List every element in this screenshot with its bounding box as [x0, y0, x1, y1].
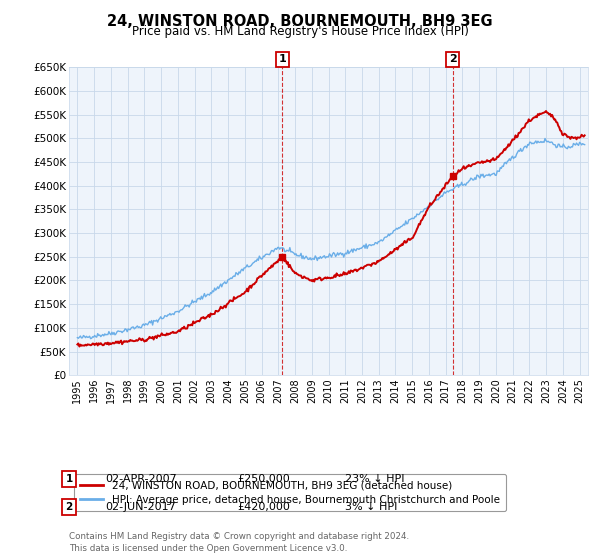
Text: 2: 2 [449, 54, 457, 64]
Text: 1: 1 [65, 474, 73, 484]
Text: 3% ↓ HPI: 3% ↓ HPI [345, 502, 397, 512]
Text: Contains HM Land Registry data © Crown copyright and database right 2024.
This d: Contains HM Land Registry data © Crown c… [69, 532, 409, 553]
Legend: 24, WINSTON ROAD, BOURNEMOUTH, BH9 3EG (detached house), HPI: Average price, det: 24, WINSTON ROAD, BOURNEMOUTH, BH9 3EG (… [74, 474, 506, 511]
Text: 24, WINSTON ROAD, BOURNEMOUTH, BH9 3EG: 24, WINSTON ROAD, BOURNEMOUTH, BH9 3EG [107, 14, 493, 29]
Text: 02-JUN-2017: 02-JUN-2017 [105, 502, 176, 512]
Text: 2: 2 [65, 502, 73, 512]
Text: Price paid vs. HM Land Registry's House Price Index (HPI): Price paid vs. HM Land Registry's House … [131, 25, 469, 38]
Text: 1: 1 [278, 54, 286, 64]
Text: 02-APR-2007: 02-APR-2007 [105, 474, 177, 484]
Text: £250,000: £250,000 [237, 474, 290, 484]
Text: 23% ↓ HPI: 23% ↓ HPI [345, 474, 404, 484]
Text: £420,000: £420,000 [237, 502, 290, 512]
